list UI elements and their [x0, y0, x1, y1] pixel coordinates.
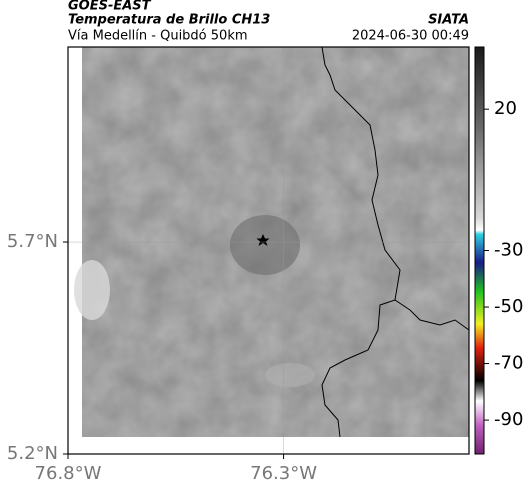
coastline	[321, 46, 401, 438]
location-marker	[256, 234, 270, 246]
timestamp: 2024-06-30 00:49	[352, 29, 469, 44]
x-tick-label: 76.3°W	[250, 463, 317, 484]
colorbar-tick-label: -30	[494, 240, 523, 261]
y-tick-label: 5.7°N	[7, 231, 58, 252]
colorbar-tick-label: 20	[494, 98, 517, 119]
region: Vía Medellín - Quibdó 50km	[68, 29, 248, 44]
satellite: GOES-EAST	[68, 0, 152, 14]
y-tick-label: 5.2°N	[7, 443, 58, 464]
colorbar-tick-label: -90	[494, 409, 523, 430]
product: Temperatura de Brillo CH13	[68, 13, 270, 28]
colorbar-tick-label: -70	[494, 353, 523, 374]
x-tick-label: 76.8°W	[35, 463, 102, 484]
colorbar	[474, 46, 485, 455]
border	[394, 299, 470, 331]
source: SIATA	[428, 13, 469, 28]
colorbar-tick-label: -50	[494, 296, 523, 317]
map-frame	[67, 46, 470, 455]
